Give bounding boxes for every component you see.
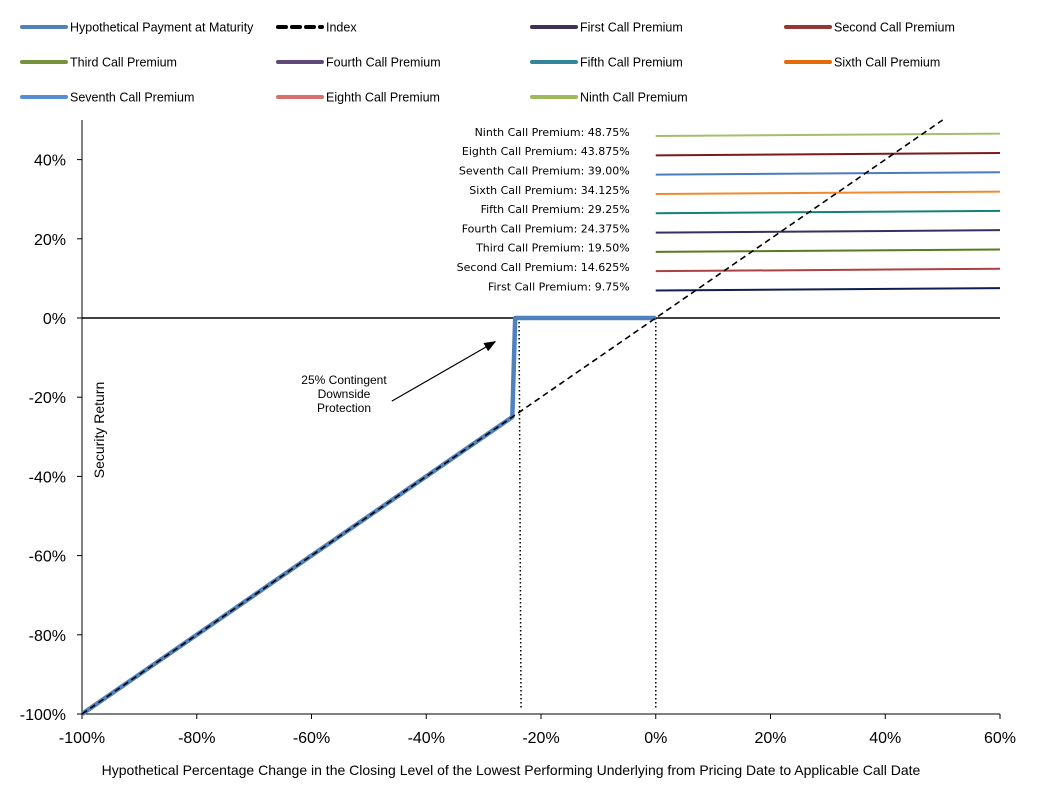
- y-tick-label: -80%: [29, 628, 66, 645]
- call-premium-line: [655, 209, 1001, 215]
- call-premium-line: [655, 248, 1001, 253]
- call-premium-label: Second Call Premium: 14.625%: [457, 261, 630, 274]
- y-tick-label: -20%: [29, 390, 66, 407]
- legend-entry: Second Call Premium: [784, 21, 955, 35]
- x-tick-label: -20%: [522, 730, 559, 747]
- legend-label: Third Call Premium: [70, 56, 177, 70]
- x-tick-label: -80%: [178, 730, 215, 747]
- call-premium-label: Fourth Call Premium: 24.375%: [462, 222, 630, 235]
- y-tick-label: -60%: [29, 549, 66, 566]
- series: [80, 119, 944, 716]
- legend-label: Fourth Call Premium: [326, 56, 441, 70]
- legend-label: Second Call Premium: [834, 21, 955, 35]
- legend-label: Eighth Call Premium: [326, 91, 440, 105]
- call-premium-line: [655, 151, 1001, 157]
- y-axis-title: Security Return: [91, 382, 107, 478]
- x-tick-label: -60%: [293, 730, 330, 747]
- y-tick-label: -40%: [29, 469, 66, 486]
- call-premium-line: [655, 229, 1001, 234]
- legend-entry: Hypothetical Payment at Maturity: [20, 21, 254, 35]
- x-tick-label: 0%: [644, 730, 667, 747]
- axes: -100% -80% -60% -40% -20% 0% 20% 40% -100% -80% -6…: [20, 120, 1016, 778]
- index-line: [81, 119, 944, 715]
- y-tick-label: -100%: [20, 707, 66, 724]
- annotation-arrow: [391, 341, 497, 402]
- legend-entry: Sixth Call Premium: [784, 56, 940, 70]
- call-premium-line: [655, 267, 1001, 273]
- x-tick-label: -40%: [408, 730, 445, 747]
- x-tick-label: 60%: [984, 730, 1016, 747]
- x-tick-label: -100%: [59, 730, 105, 747]
- legend-label: Seventh Call Premium: [70, 91, 194, 105]
- legend-label: First Call Premium: [580, 21, 683, 35]
- legend-entry: Seventh Call Premium: [20, 91, 194, 105]
- legend-label: Fifth Call Premium: [580, 56, 683, 70]
- call-premium-line: [655, 132, 1001, 138]
- x-axis-title: Hypothetical Percentage Change in the Cl…: [102, 762, 921, 778]
- legend-entry: Third Call Premium: [20, 56, 177, 70]
- call-premium-label: Seventh Call Premium: 39.00%: [459, 164, 630, 177]
- call-premium-label: Third Call Premium: 19.50%: [475, 242, 630, 255]
- y-tick-label: 20%: [34, 232, 66, 249]
- call-premium-label: Sixth Call Premium: 34.125%: [469, 184, 629, 197]
- legend-entry: Fourth Call Premium: [276, 56, 441, 70]
- annotation-text: Downside: [318, 387, 371, 401]
- legend: Hypothetical Payment at Maturity Index Fir…: [20, 21, 955, 105]
- legend-entry: Fifth Call Premium: [530, 56, 683, 70]
- legend-label: Ninth Call Premium: [580, 91, 688, 105]
- x-tick-label: 20%: [754, 730, 786, 747]
- legend-label: Hypothetical Payment at Maturity: [70, 21, 254, 35]
- legend-entry: Eighth Call Premium: [276, 91, 440, 105]
- y-tick-label: 0%: [43, 311, 66, 328]
- vertical-marker: [518, 317, 522, 710]
- annotation-text: 25% Contingent: [301, 373, 387, 387]
- legend-label: Sixth Call Premium: [834, 56, 940, 70]
- call-premium-label: Eighth Call Premium: 43.875%: [462, 145, 630, 158]
- legend-entry: First Call Premium: [530, 21, 683, 35]
- call-premium-line: [655, 190, 1001, 195]
- annotation-text: Protection: [317, 401, 371, 415]
- call-premium-label: First Call Premium: 9.75%: [488, 280, 630, 293]
- legend-entry: Index: [276, 21, 357, 35]
- x-tick-label: 40%: [869, 730, 901, 747]
- call-premium-label: Ninth Call Premium: 48.75%: [475, 126, 630, 139]
- call-premium-lines: First Call Premium: 9.75% Second Call Pre…: [457, 126, 1001, 293]
- y-tick-label: 40%: [34, 153, 66, 170]
- call-premium-line: [655, 171, 1001, 176]
- call-premium-label: Fifth Call Premium: 29.25%: [481, 203, 630, 216]
- call-premium-line: [655, 287, 1001, 292]
- legend-label: Index: [326, 21, 357, 35]
- legend-entry: Ninth Call Premium: [530, 91, 688, 105]
